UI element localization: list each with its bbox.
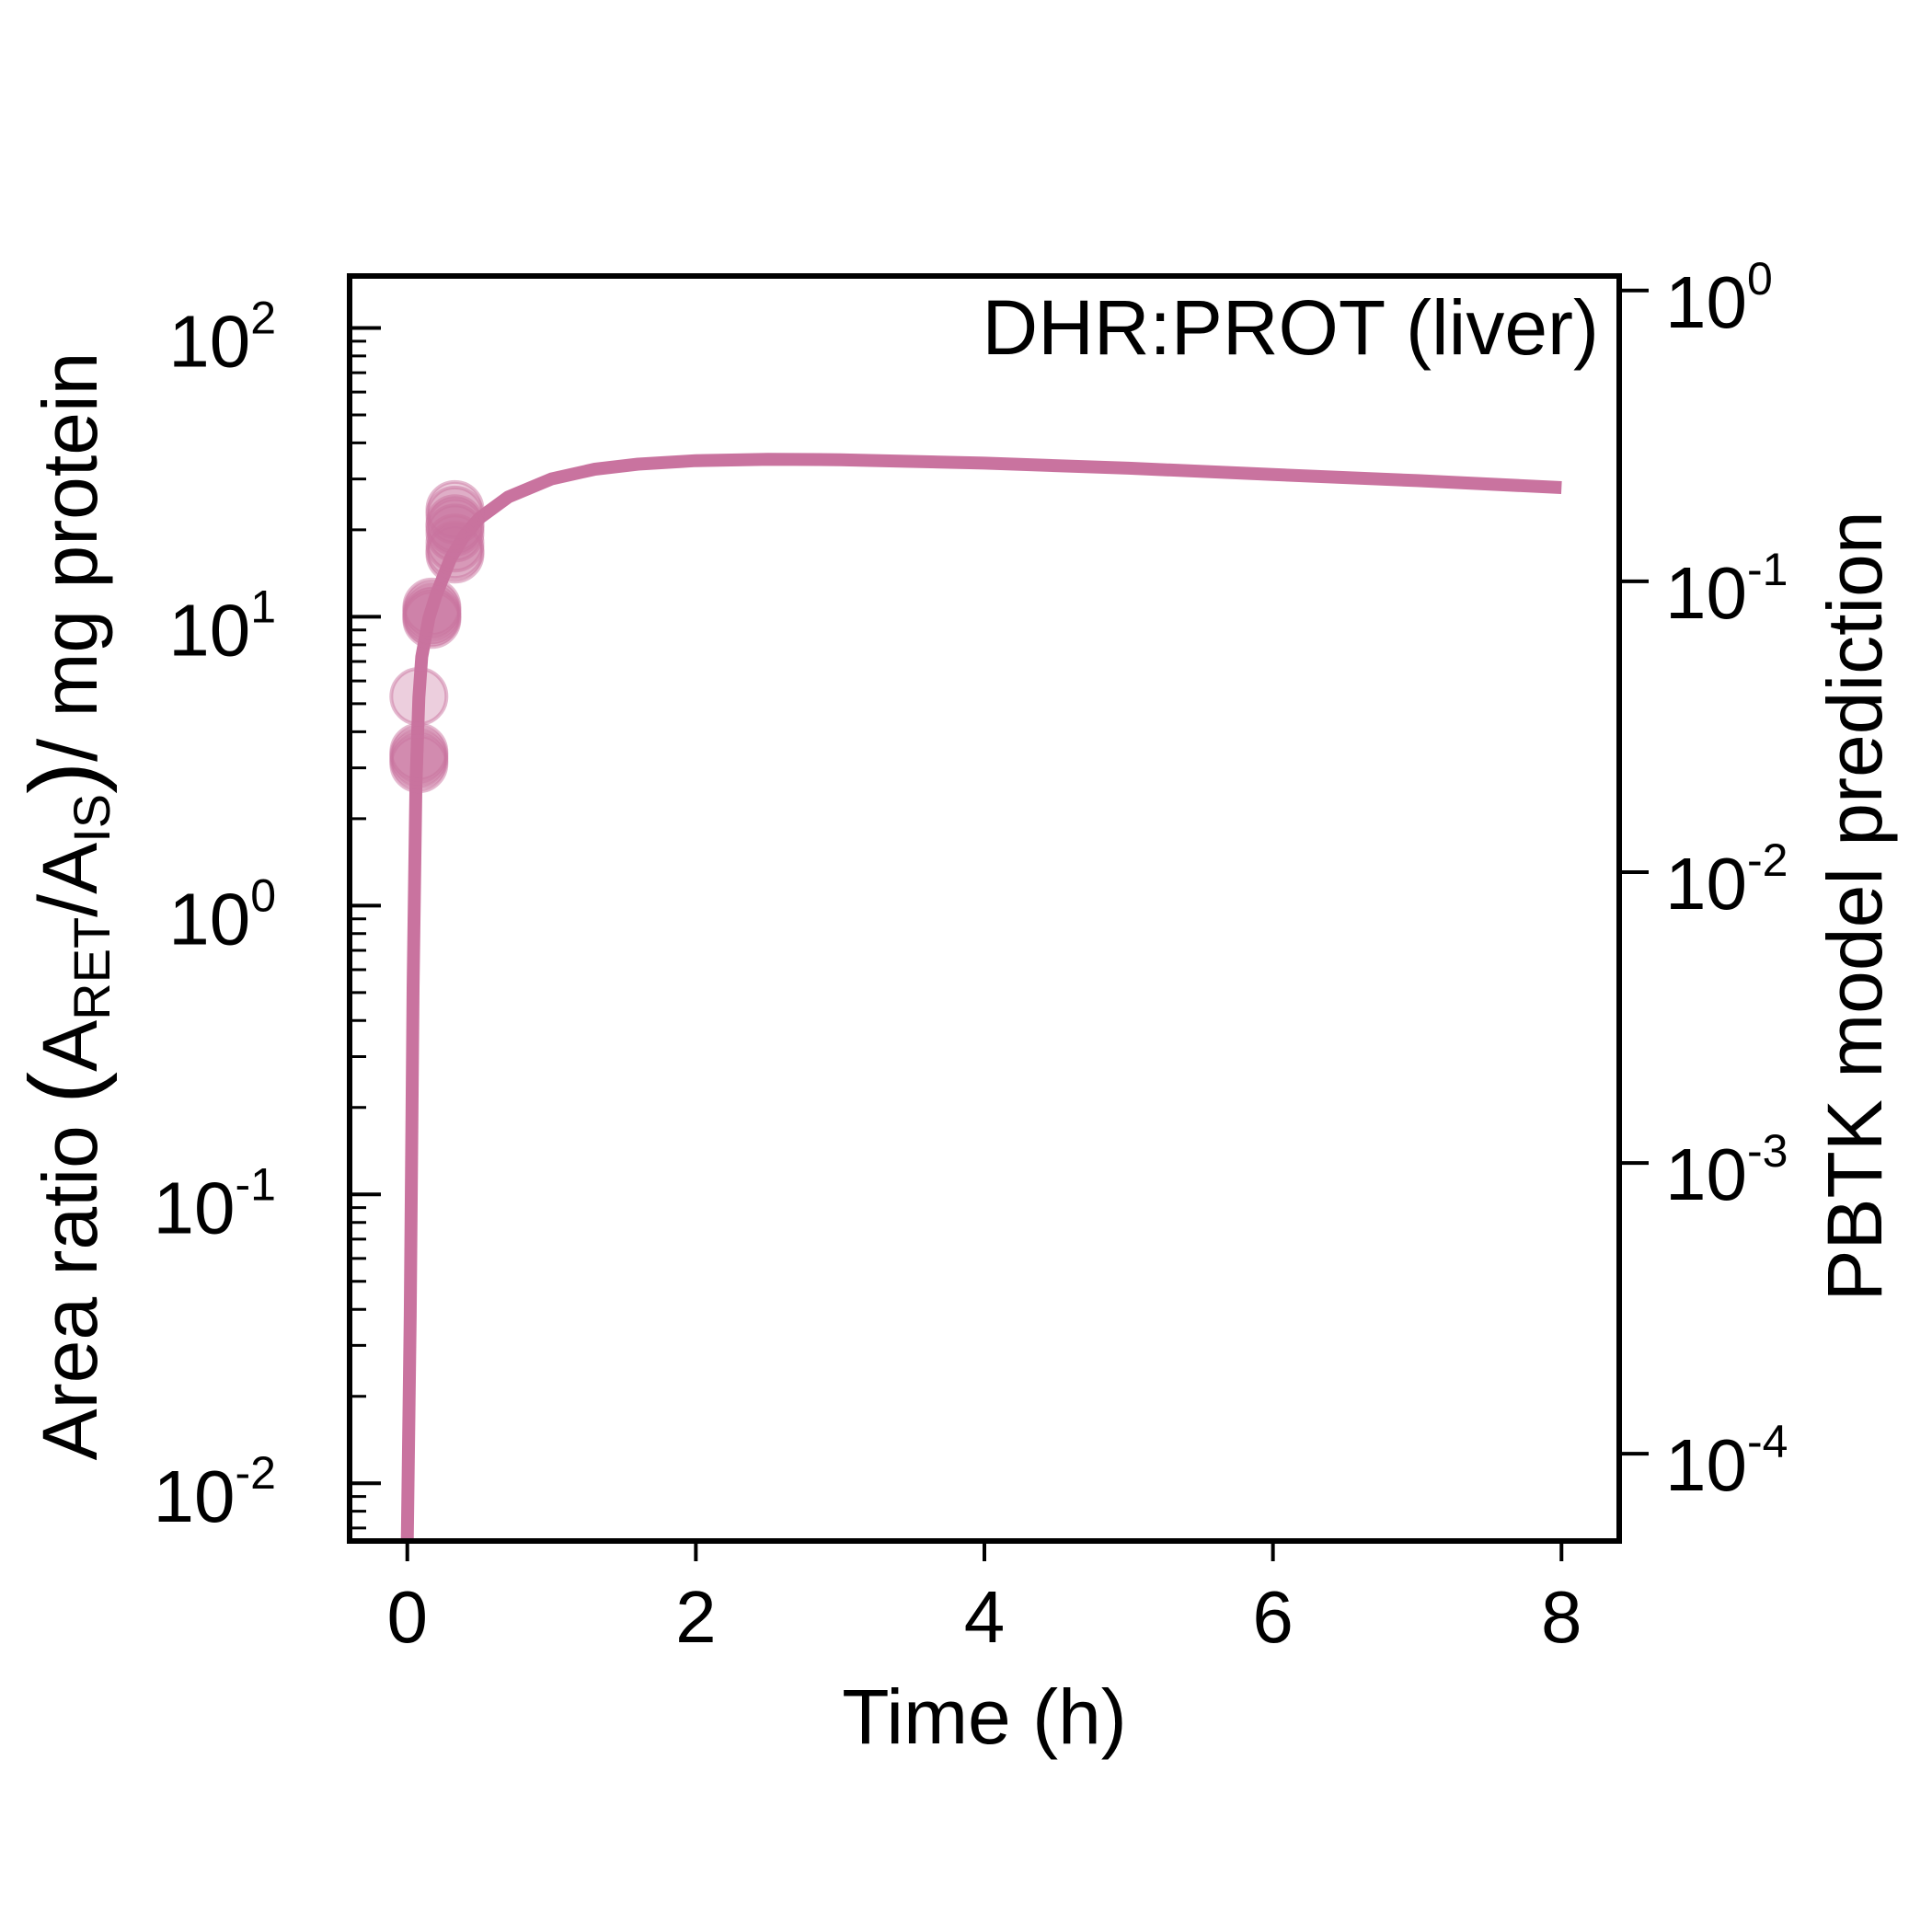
y2-tick-label: 100 (1665, 253, 1773, 343)
y-tick-label: 10-1 (154, 1158, 276, 1248)
x-tick-label: 8 (1541, 1576, 1582, 1658)
data-point (425, 521, 485, 581)
y2-tick-label: 10-4 (1665, 1416, 1788, 1506)
y-axis-title-tail: mg protein (27, 352, 113, 739)
x-tick-label: 2 (675, 1576, 717, 1658)
data-point (425, 479, 485, 539)
y-axis-title-slash2: / (23, 739, 115, 762)
data-point (402, 584, 462, 644)
x-tick-label: 4 (964, 1576, 1006, 1658)
y-axis-title-open-paren: ( (10, 1072, 118, 1104)
y-axis-title-sub2: IS (63, 794, 121, 843)
y-tick-label: 102 (168, 293, 276, 383)
y-tick-label: 100 (168, 869, 276, 960)
y2-tick-label: 10-3 (1665, 1125, 1788, 1215)
y-axis-left: 10-2 10-1 100 101 102 (154, 293, 381, 1537)
y-axis-title: Area ratio (ARET/AIS)/ mg protein (10, 352, 121, 1461)
y2-axis-title: PBTK model prediction (1811, 511, 1898, 1301)
y-tick-label: 101 (168, 581, 276, 671)
model-prediction-line (400, 453, 1562, 1542)
x-axis-title: Time (h) (842, 1673, 1127, 1760)
data-point (389, 734, 449, 794)
y-axis-title-a1: A (27, 1020, 113, 1072)
y-axis-title-a2: A (27, 843, 113, 894)
x-axis: 0 2 4 6 8 (386, 1541, 1582, 1658)
y2-tick-label: 10-1 (1665, 544, 1788, 634)
chart-annotation: DHR:PROT (liver) (983, 284, 1599, 371)
y-axis-right: 10-4 10-3 10-2 10-1 100 (1619, 253, 1788, 1506)
x-tick-label: 0 (386, 1576, 428, 1658)
data-point (389, 667, 449, 726)
y-tick-label: 10-2 (154, 1447, 276, 1537)
x-tick-label: 6 (1252, 1576, 1294, 1658)
y-axis-title-sub1: RET (63, 917, 121, 1020)
data-marks (389, 453, 1562, 1542)
y-axis-title-slash1: / (23, 894, 115, 917)
y-axis-title-lead: Area ratio (27, 1104, 113, 1461)
data-point (425, 497, 485, 557)
y2-tick-label: 10-2 (1665, 834, 1788, 925)
y-axis-title-close-paren: ) (10, 762, 118, 794)
